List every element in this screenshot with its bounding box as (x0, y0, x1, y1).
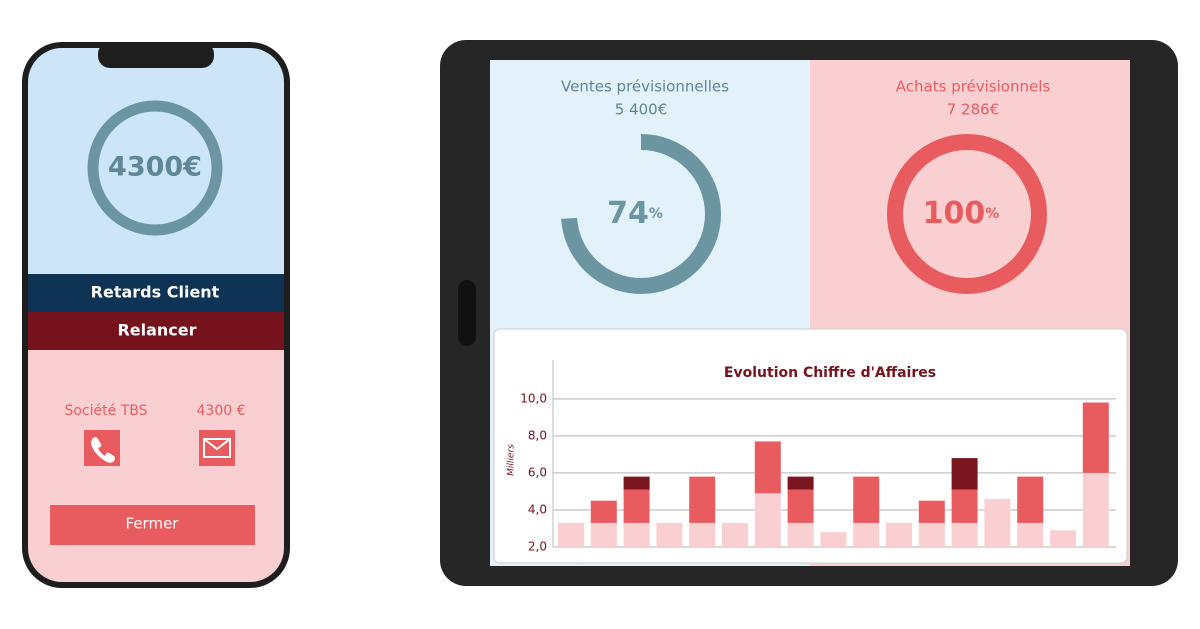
gauge-value: 100% (923, 196, 1000, 231)
bar-segment (951, 489, 978, 523)
bar-segment (656, 522, 683, 547)
purchases-title: Achats prévisionnels (896, 78, 1051, 96)
phone-top (28, 48, 284, 274)
y-tick-label: 8,0 (528, 428, 547, 442)
y-tick-label: 10,0 (520, 391, 547, 405)
y-axis-label: Milliers (507, 444, 517, 476)
sales-amount: 5 400€ (615, 101, 668, 119)
bar-segment (754, 493, 781, 547)
close-label[interactable]: Fermer (126, 515, 180, 533)
bar-segment (951, 458, 978, 490)
y-tick-label: 2,0 (528, 540, 547, 554)
tablet-button (458, 280, 476, 346)
bar-segment (886, 522, 912, 547)
bar-segment (722, 522, 748, 547)
phone-amount: 4300€ (108, 152, 202, 183)
y-tick-label: 6,0 (528, 465, 547, 479)
bar-segment (1017, 522, 1044, 547)
bar-segment (558, 522, 584, 547)
phone-action-bar (28, 312, 284, 350)
bar-segment (853, 476, 880, 523)
phone-icon[interactable] (84, 430, 120, 466)
gauge-number: 74 (607, 196, 649, 231)
bar-segment (951, 522, 978, 547)
bar-segment (1082, 472, 1109, 547)
bar-segment (623, 522, 650, 547)
bar-segment (754, 441, 781, 494)
gauge-arc (561, 134, 721, 294)
amount-ring (87, 100, 223, 236)
bar-segment (1050, 530, 1076, 547)
gauge-value: 74% (607, 196, 663, 231)
close-button[interactable] (50, 505, 255, 545)
bar-segment (918, 522, 945, 547)
chart-title: Evolution Chiffre d'Affaires (724, 365, 936, 381)
bar-segment (787, 476, 814, 490)
company-amount: 4300 € (197, 403, 246, 419)
sales-title: Ventes prévisionnelles (561, 78, 729, 96)
bar-segment (1017, 476, 1044, 523)
purchases-amount: 7 286€ (947, 101, 1000, 119)
phone-header-bar (28, 274, 284, 312)
gauge-arc (887, 134, 1047, 294)
bar-segment (623, 489, 650, 523)
notch (98, 42, 214, 68)
bar-segment (590, 522, 617, 547)
phone-header: Retards Client (91, 283, 220, 302)
bar-segment (623, 476, 650, 490)
phone-action[interactable]: Relancer (117, 321, 196, 340)
bar-segment (689, 522, 716, 547)
bar-segment (984, 498, 1011, 547)
bar-segment (853, 522, 880, 547)
y-tick-label: 4,0 (528, 502, 547, 516)
phone-screen (28, 48, 284, 582)
company: Société TBS (64, 403, 147, 419)
bar-segment (590, 500, 617, 523)
bar-segment (787, 489, 814, 523)
bar-segment (820, 532, 847, 547)
gauge-number: 100 (923, 196, 986, 231)
phone-bottom (28, 350, 284, 582)
bar-segment (787, 522, 814, 547)
gauge-unit: % (649, 206, 663, 222)
mail-icon[interactable] (199, 430, 235, 466)
gauge-unit: % (985, 206, 999, 222)
bar-segment (918, 500, 945, 523)
bar-segment (689, 476, 716, 523)
bar-segment (1082, 402, 1109, 473)
